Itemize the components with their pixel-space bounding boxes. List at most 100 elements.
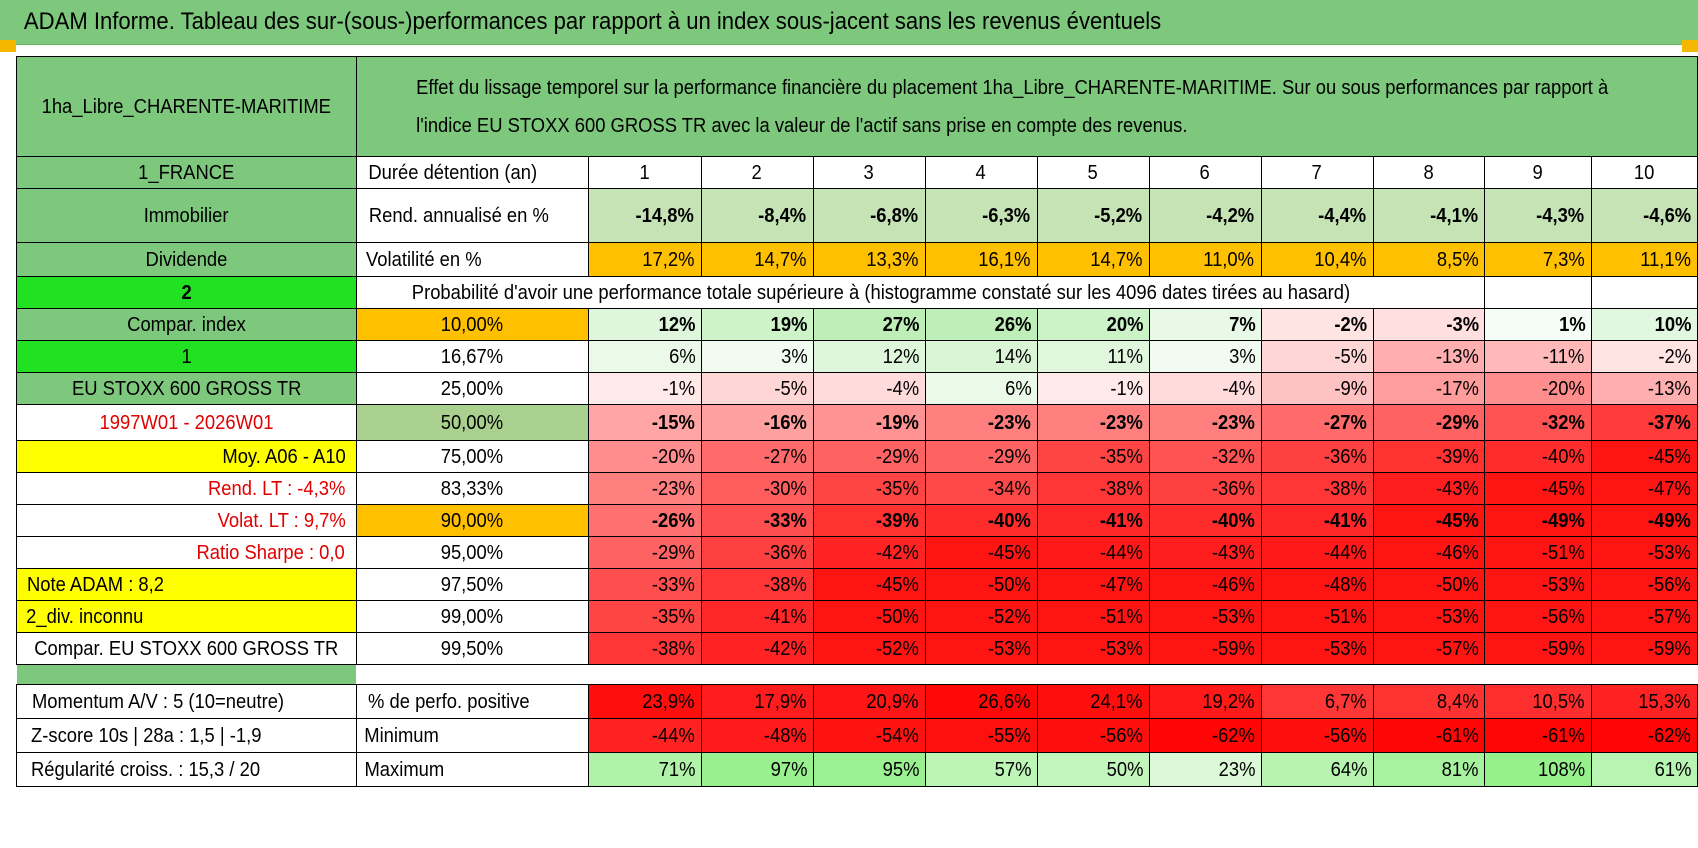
quantile-level-text: 25,00%	[441, 377, 504, 400]
rend-value-text: -4,3%	[1536, 204, 1585, 227]
quantile-value-text: -16%	[763, 411, 807, 434]
quantile-row: Compar. EU STOXX 600 GROSS TR 99,50% -38% -…	[16, 632, 1698, 665]
compar-full-cell: Compar. EU STOXX 600 GROSS TR	[16, 632, 357, 665]
rend-value-text: -8,4%	[758, 204, 807, 227]
minimum-value-text: -55%	[987, 724, 1031, 747]
year-9-text: 9	[1532, 161, 1544, 184]
quantile-level: 90,00%	[355, 504, 590, 537]
index-name-cell-text: EU STOXX 600 GROSS TR	[71, 377, 301, 400]
quantile-value: -47%	[1036, 568, 1150, 601]
maximum-value-text: 95%	[882, 758, 919, 781]
quantile-value-text: -53%	[1099, 637, 1143, 660]
quantile-value-text: -1%	[662, 377, 696, 400]
quantile-value-text: -51%	[1323, 605, 1367, 628]
quantile-value: -44%	[1036, 536, 1150, 569]
maximum-label: Maximum	[355, 752, 590, 787]
quantile-value-text: -45%	[875, 573, 919, 596]
minimum-value-text: -48%	[763, 724, 807, 747]
minimum-value: -62%	[1148, 718, 1262, 753]
quantile-value: -16%	[700, 404, 814, 441]
quantile-value-text: -50%	[1435, 573, 1479, 596]
quantile-value: -57%	[1372, 632, 1486, 665]
quantile-level: 10,00%	[355, 308, 590, 341]
quantile-value: -40%	[924, 504, 1038, 537]
quantile-value: -53%	[1590, 536, 1698, 569]
quantile-row: 1997W01 - 2026W01 50,00% -15% -16% -19% -23% -…	[16, 404, 1698, 441]
quantile-value: -35%	[812, 472, 926, 505]
sharpe-cell-text: Ratio Sharpe : 0,0	[196, 541, 346, 564]
quantile-value: 14%	[924, 340, 1038, 373]
zscore-cell-text: Z-score 10s | 28a : 1,5 | -1,9	[31, 724, 262, 747]
quantile-value-text: -26%	[651, 509, 695, 532]
volat-value: 11,0%	[1148, 242, 1262, 277]
quantile-value: -23%	[924, 404, 1038, 441]
compar-index-cell: Compar. index	[16, 308, 357, 341]
quantile-value-text: -32%	[1541, 411, 1585, 434]
note-cell-text: Note ADAM : 8,2	[26, 573, 165, 596]
asset-name-cell: 1ha_Libre_CHARENTE-MARITIME	[16, 56, 357, 157]
quantile-value: -53%	[1148, 600, 1262, 633]
year-2-text: 2	[751, 161, 763, 184]
header-row: 1ha_Libre_CHARENTE-MARITIME Effet du liss…	[16, 56, 1698, 157]
spacer-empty	[356, 664, 1698, 685]
quantile-level: 95,00%	[355, 536, 590, 569]
quantile-value: -23%	[588, 472, 702, 505]
quantile-value-text: 27%	[882, 313, 919, 336]
quantile-value: -49%	[1590, 504, 1698, 537]
volat-value: 13,3%	[812, 242, 926, 277]
quantile-value-text: -4%	[886, 377, 920, 400]
quantile-value-text: 3%	[780, 345, 808, 368]
quantile-value-text: -45%	[987, 541, 1031, 564]
rend-value: -4,6%	[1590, 188, 1698, 243]
quantile-value: -4%	[812, 372, 926, 405]
year-1: 1	[588, 156, 702, 189]
quantile-value-text: -36%	[1211, 477, 1255, 500]
volat-value-text: 14,7%	[754, 248, 807, 271]
quantile-value: -50%	[1372, 568, 1486, 601]
quantile-value-text: -4%	[1222, 377, 1256, 400]
minimum-value-text: -54%	[875, 724, 919, 747]
proba-label-text: Probabilité d'avoir une performance tota…	[411, 281, 1350, 304]
quantile-value: -41%	[700, 600, 814, 633]
quantile-value-text: -23%	[1211, 411, 1255, 434]
maximum-value: 71%	[588, 752, 702, 787]
quantile-level-text: 99,50%	[441, 637, 504, 660]
quantile-value: -53%	[1372, 600, 1486, 633]
report-title: ADAM Informe. Tableau des sur-(sous-)per…	[23, 8, 1162, 35]
minimum-value-text: -44%	[651, 724, 695, 747]
quantile-value: -27%	[1260, 404, 1374, 441]
quantile-value-text: -2%	[1658, 345, 1692, 368]
quantile-value-text: -38%	[651, 637, 695, 660]
year-4-text: 4	[975, 161, 987, 184]
quantile-value: -43%	[1372, 472, 1486, 505]
quantile-value: -46%	[1372, 536, 1486, 569]
quantile-value: -17%	[1372, 372, 1486, 405]
quantile-value: -59%	[1484, 632, 1592, 665]
quantile-value: -41%	[1260, 504, 1374, 537]
volat-value: 10,4%	[1260, 242, 1374, 277]
quantile-value: -56%	[1590, 568, 1698, 601]
quantile-value: -2%	[1260, 308, 1374, 341]
quantile-value: -53%	[1484, 568, 1592, 601]
quantile-value-text: -53%	[1211, 605, 1255, 628]
quantile-value: -29%	[1372, 404, 1486, 441]
quantile-value-text: 26%	[994, 313, 1031, 336]
quantile-row: Ratio Sharpe : 0,0 95,00% -29% -36% -42% -45%…	[16, 536, 1698, 569]
pct-pos-value: 10,5%	[1484, 684, 1592, 719]
note-cell: Note ADAM : 8,2	[16, 568, 357, 601]
quantile-value-text: 7%	[1228, 313, 1256, 336]
maximum-label-text: Maximum	[363, 758, 444, 781]
quantile-value: 12%	[812, 340, 926, 373]
quantile-value-text: -56%	[1648, 573, 1692, 596]
quantile-value-text: -57%	[1648, 605, 1692, 628]
year-8-text: 8	[1423, 161, 1435, 184]
quantile-value-text: -2%	[1334, 313, 1368, 336]
spacer-green	[16, 664, 356, 685]
minimum-value-text: -62%	[1648, 724, 1692, 747]
quantile-value-text: -38%	[1323, 477, 1367, 500]
quantile-value-text: -13%	[1648, 377, 1692, 400]
volat-value: 17,2%	[588, 242, 702, 277]
quantile-value: -35%	[1036, 440, 1150, 473]
asset-name-cell-text: 1ha_Libre_CHARENTE-MARITIME	[41, 95, 331, 118]
minimum-value: -62%	[1590, 718, 1698, 753]
